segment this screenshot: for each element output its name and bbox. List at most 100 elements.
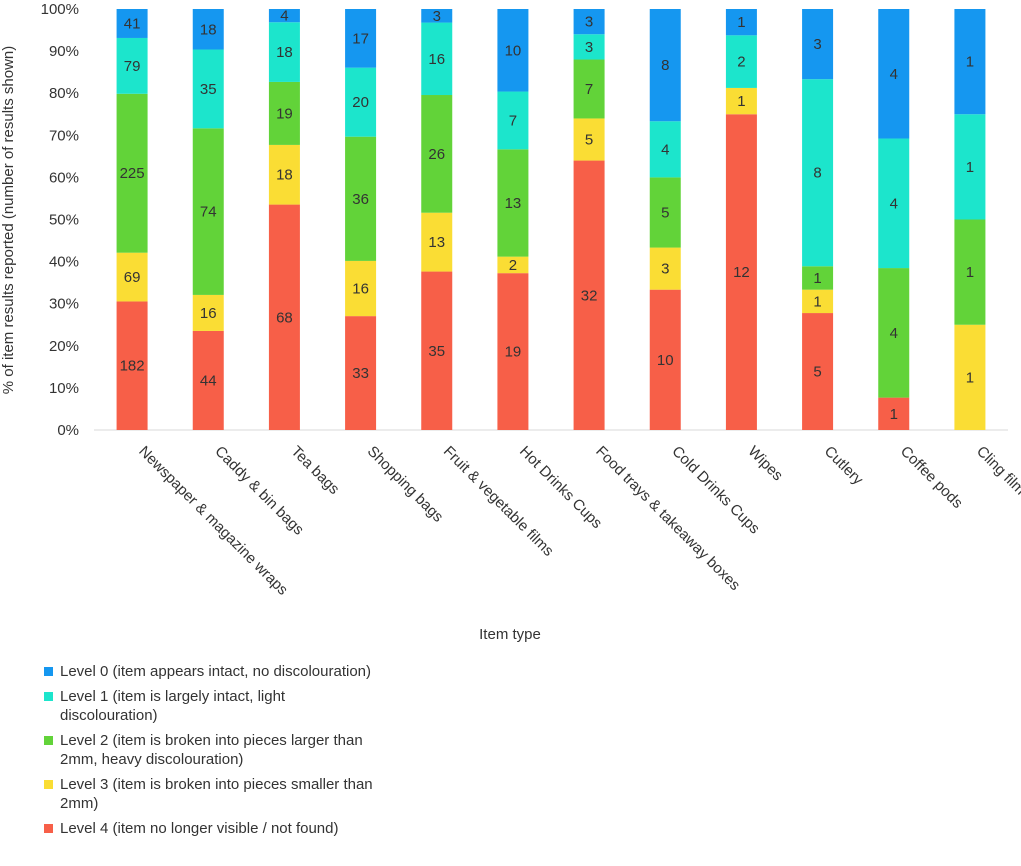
x-tick-label: Shopping bags	[364, 443, 447, 526]
data-label: 8	[813, 165, 821, 182]
data-label: 1	[966, 54, 974, 71]
data-label: 10	[505, 42, 522, 59]
bar-segment-level-4	[192, 330, 224, 430]
data-label: 18	[276, 167, 293, 184]
data-label: 3	[661, 261, 669, 278]
data-label: 4	[280, 8, 288, 25]
y-tick-label: 30%	[49, 296, 79, 313]
data-label: 3	[585, 39, 593, 56]
bar-segment-level-0	[573, 9, 605, 35]
legend-swatch	[44, 692, 53, 701]
data-label: 32	[581, 287, 598, 304]
data-label: 4	[890, 66, 898, 83]
x-tick-label: Coffee pods	[897, 443, 966, 512]
legend-label: Level 2 (item is broken into pieces larg…	[60, 732, 363, 768]
data-label: 3	[433, 8, 441, 25]
bar-segment-level-2	[878, 268, 910, 398]
y-tick-label: 70%	[49, 127, 79, 144]
bar-segment-level-4	[649, 289, 681, 430]
bar-segment-level-0	[954, 9, 986, 115]
data-label: 3	[813, 36, 821, 53]
bar-segment-level-3	[345, 260, 377, 317]
bar-segment-level-4	[725, 114, 757, 430]
data-label: 4	[890, 325, 898, 342]
y-tick-label: 80%	[49, 85, 79, 102]
legend-item: Level 3 (item is broken into pieces smal…	[44, 775, 384, 813]
data-label: 8	[661, 57, 669, 74]
bar-segment-level-1	[802, 79, 834, 267]
data-label: 1	[813, 270, 821, 287]
bar-segment-level-1	[725, 35, 757, 88]
x-tick-label: Food trays & takeaway boxes	[592, 443, 743, 594]
legend-label: Level 1 (item is largely intact, light d…	[60, 688, 286, 724]
bars: 1826922579414416743518681819184331636201…	[116, 8, 986, 430]
bar-segment-level-4	[573, 160, 605, 430]
bar-segment-level-2	[421, 95, 453, 213]
bar-segment-level-3	[268, 144, 300, 205]
data-label: 19	[276, 105, 293, 122]
data-label: 3	[585, 14, 593, 31]
bar-segment-level-1	[573, 34, 605, 60]
bar-segment-level-3	[802, 289, 834, 314]
legend-item: Level 1 (item is largely intact, light d…	[44, 687, 384, 725]
bar-segment-level-2	[802, 266, 834, 290]
bar-segment-level-3	[192, 294, 224, 331]
data-label: 225	[120, 165, 145, 182]
y-tick-label: 90%	[49, 43, 79, 60]
data-label: 18	[200, 21, 217, 38]
x-tick-label: Cling film	[973, 443, 1021, 499]
bar-segment-level-1	[497, 91, 529, 150]
bar-segment-level-4	[345, 316, 377, 430]
legend-item: Level 0 (item appears intact, no discolo…	[44, 662, 384, 681]
data-label: 1	[966, 159, 974, 176]
data-label: 16	[352, 281, 369, 298]
x-tick-label: Cutlery	[821, 443, 867, 489]
bar-segment-level-4	[268, 204, 300, 430]
data-label: 20	[352, 94, 369, 111]
data-label: 4	[661, 141, 669, 158]
data-label: 68	[276, 309, 293, 326]
bar-segment-level-4	[497, 273, 529, 430]
y-axis-ticks: 0% 10% 20% 30% 40% 50% 60% 70% 80% 90% 100%	[41, 1, 79, 439]
data-label: 5	[585, 132, 593, 149]
bar-segment-level-3	[497, 256, 529, 274]
bar-segment-level-4	[802, 313, 834, 430]
bar-segment-level-0	[345, 9, 377, 68]
data-label: 79	[124, 58, 141, 75]
bar-segment-level-0	[802, 9, 834, 80]
data-label: 1	[813, 293, 821, 310]
data-label: 2	[509, 257, 517, 274]
legend: Level 0 (item appears intact, no discolo…	[44, 662, 384, 844]
bar-segment-level-1	[345, 67, 377, 137]
legend-swatch	[44, 824, 53, 833]
data-label: 74	[200, 204, 217, 221]
bar-segment-level-2	[268, 81, 300, 145]
y-tick-label: 0%	[57, 422, 79, 439]
data-label: 7	[585, 81, 593, 98]
bar-segment-level-0	[649, 9, 681, 122]
data-label: 35	[428, 343, 445, 360]
bar-segment-level-4	[878, 397, 910, 430]
data-label: 41	[124, 15, 141, 32]
y-tick-label: 50%	[49, 212, 79, 229]
y-tick-label: 60%	[49, 169, 79, 186]
bar-segment-level-4	[116, 301, 148, 430]
x-tick-label: Wipes	[745, 443, 786, 484]
data-label: 18	[276, 44, 293, 61]
y-tick-label: 10%	[49, 380, 79, 397]
legend-swatch	[44, 780, 53, 789]
bar-segment-level-1	[878, 138, 910, 269]
bar-segment-level-1	[116, 37, 148, 94]
data-label: 4	[890, 195, 898, 212]
data-label: 16	[200, 305, 217, 322]
bar-segment-level-2	[649, 177, 681, 248]
bar-segment-level-3	[649, 247, 681, 290]
x-tick-label: Newspaper & magazine wraps	[135, 443, 291, 599]
bar-segment-level-2	[573, 59, 605, 119]
bar-segment-level-3	[573, 118, 605, 161]
legend-swatch	[44, 736, 53, 745]
bar-segment-level-1	[192, 49, 224, 129]
x-axis-label: Item type	[479, 626, 541, 643]
legend-label: Level 4 (item no longer visible / not fo…	[60, 820, 339, 837]
